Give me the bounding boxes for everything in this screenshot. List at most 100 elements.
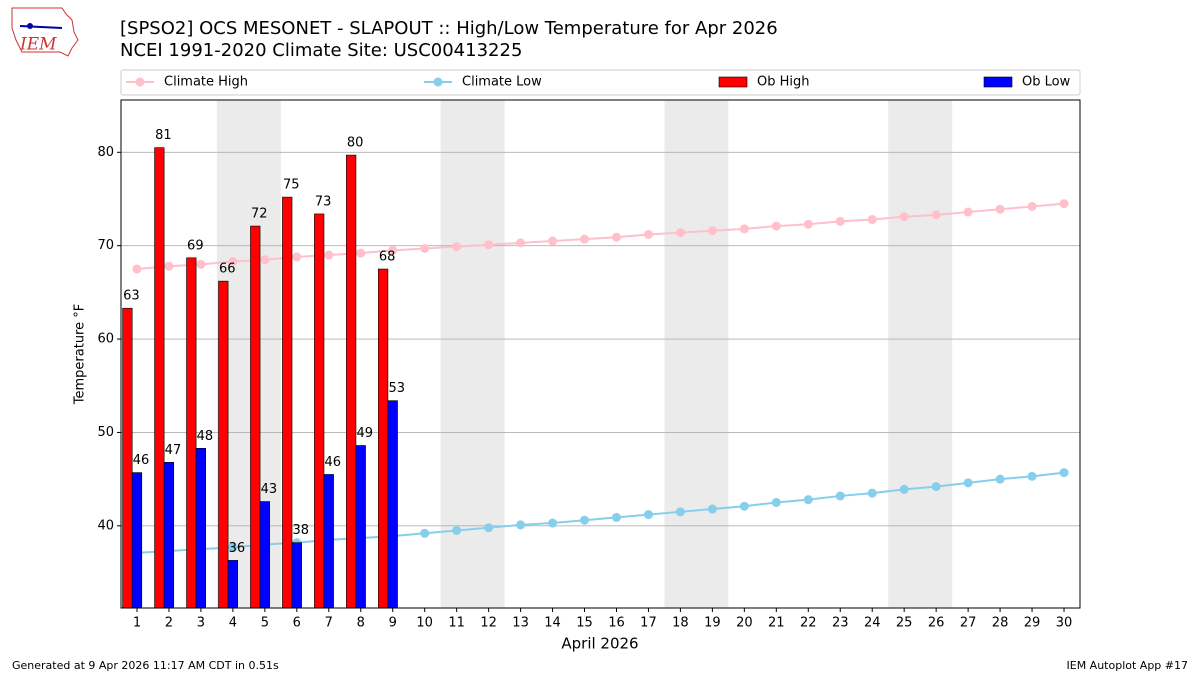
x-tick-label: 23	[832, 616, 849, 631]
marker	[228, 257, 238, 267]
marker	[867, 215, 877, 225]
bar	[227, 560, 238, 609]
x-tick-label: 17	[640, 616, 657, 631]
marker	[164, 261, 174, 271]
data-label: 43	[261, 482, 278, 497]
marker	[675, 507, 685, 517]
marker	[739, 501, 749, 511]
marker	[292, 252, 302, 262]
data-label: 80	[347, 136, 364, 151]
chart-subtitle: NCEI 1991-2020 Climate Site: USC00413225	[120, 40, 522, 61]
x-tick-label: 27	[960, 616, 977, 631]
x-tick-label: 4	[229, 616, 237, 631]
data-label: 81	[155, 128, 172, 143]
bar	[163, 462, 175, 609]
bar	[131, 472, 143, 609]
x-tick-label: 13	[512, 616, 529, 631]
legend-box	[120, 69, 1081, 96]
x-tick-label: 30	[1056, 616, 1073, 631]
x-tick-label: 3	[197, 616, 205, 631]
marker	[132, 264, 142, 274]
marker	[356, 248, 366, 258]
x-axis-label: April 2026	[561, 635, 638, 653]
marker	[707, 226, 717, 236]
marker	[611, 512, 621, 522]
bar	[282, 196, 293, 609]
x-tick-label: 16	[608, 616, 625, 631]
legend-label: Climate High	[164, 75, 248, 90]
marker	[452, 242, 462, 252]
x-tick-label: 15	[576, 616, 593, 631]
logo	[11, 7, 79, 57]
marker	[931, 482, 941, 492]
y-axis-label: Temperature °F	[73, 304, 88, 405]
marker	[1027, 201, 1037, 211]
legend-label: Climate Low	[462, 75, 542, 90]
bar	[186, 257, 197, 609]
x-tick-label: 20	[736, 616, 753, 631]
x-tick-label: 6	[293, 616, 301, 631]
marker	[516, 520, 526, 530]
marker	[995, 204, 1005, 214]
bar	[122, 307, 133, 609]
weekend-shade	[696, 100, 729, 608]
x-tick-label: 2	[165, 616, 173, 631]
x-tick-label: 8	[357, 616, 365, 631]
data-label: 53	[388, 381, 405, 396]
data-label: 68	[379, 250, 396, 265]
marker	[580, 234, 590, 244]
x-tick-label: 14	[544, 616, 561, 631]
marker	[260, 255, 270, 265]
y-tick-label: 80	[97, 145, 114, 160]
data-label: 47	[165, 443, 182, 458]
bar	[195, 448, 207, 609]
marker	[835, 491, 845, 501]
x-tick-label: 24	[864, 616, 881, 631]
marker	[196, 259, 206, 269]
data-label: 72	[251, 207, 268, 222]
x-tick-label: 28	[992, 616, 1009, 631]
y-tick-label: 60	[97, 332, 114, 347]
marker	[675, 228, 685, 238]
legend-label: Ob High	[757, 75, 810, 90]
marker	[484, 240, 494, 250]
x-tick-label: 5	[261, 616, 269, 631]
legend-swatch	[983, 76, 1013, 88]
x-tick-label: 7	[325, 616, 333, 631]
y-tick-label: 50	[97, 425, 114, 440]
x-tick-label: 29	[1024, 616, 1041, 631]
marker	[484, 523, 494, 533]
data-label: 36	[229, 541, 246, 556]
bar	[154, 147, 165, 609]
x-tick-label: 1	[133, 616, 141, 631]
marker	[899, 484, 909, 494]
x-tick-label: 19	[704, 616, 721, 631]
marker	[1059, 199, 1069, 209]
data-label: 48	[197, 429, 214, 444]
x-tick-label: 11	[448, 616, 465, 631]
bar	[218, 280, 229, 609]
x-tick-label: 21	[768, 616, 785, 631]
marker	[835, 216, 845, 226]
marker	[643, 510, 653, 520]
bar	[323, 474, 334, 609]
legend-swatch	[718, 76, 748, 88]
marker	[548, 236, 558, 246]
marker	[548, 518, 558, 528]
marker	[420, 528, 430, 538]
weekend-shade	[440, 100, 473, 608]
bar	[291, 542, 302, 609]
x-tick-label: 10	[416, 616, 433, 631]
weekend-shade	[920, 100, 953, 608]
footer-right: IEM Autoplot App #17	[1067, 659, 1189, 672]
legend-label: Ob Low	[1022, 75, 1071, 90]
logo-text: IEM	[19, 35, 57, 55]
data-label: 66	[219, 262, 236, 277]
data-label: 46	[133, 453, 150, 468]
marker	[899, 212, 909, 222]
marker	[643, 229, 653, 239]
marker	[707, 504, 717, 514]
marker	[611, 232, 621, 242]
x-tick-label: 12	[480, 616, 497, 631]
